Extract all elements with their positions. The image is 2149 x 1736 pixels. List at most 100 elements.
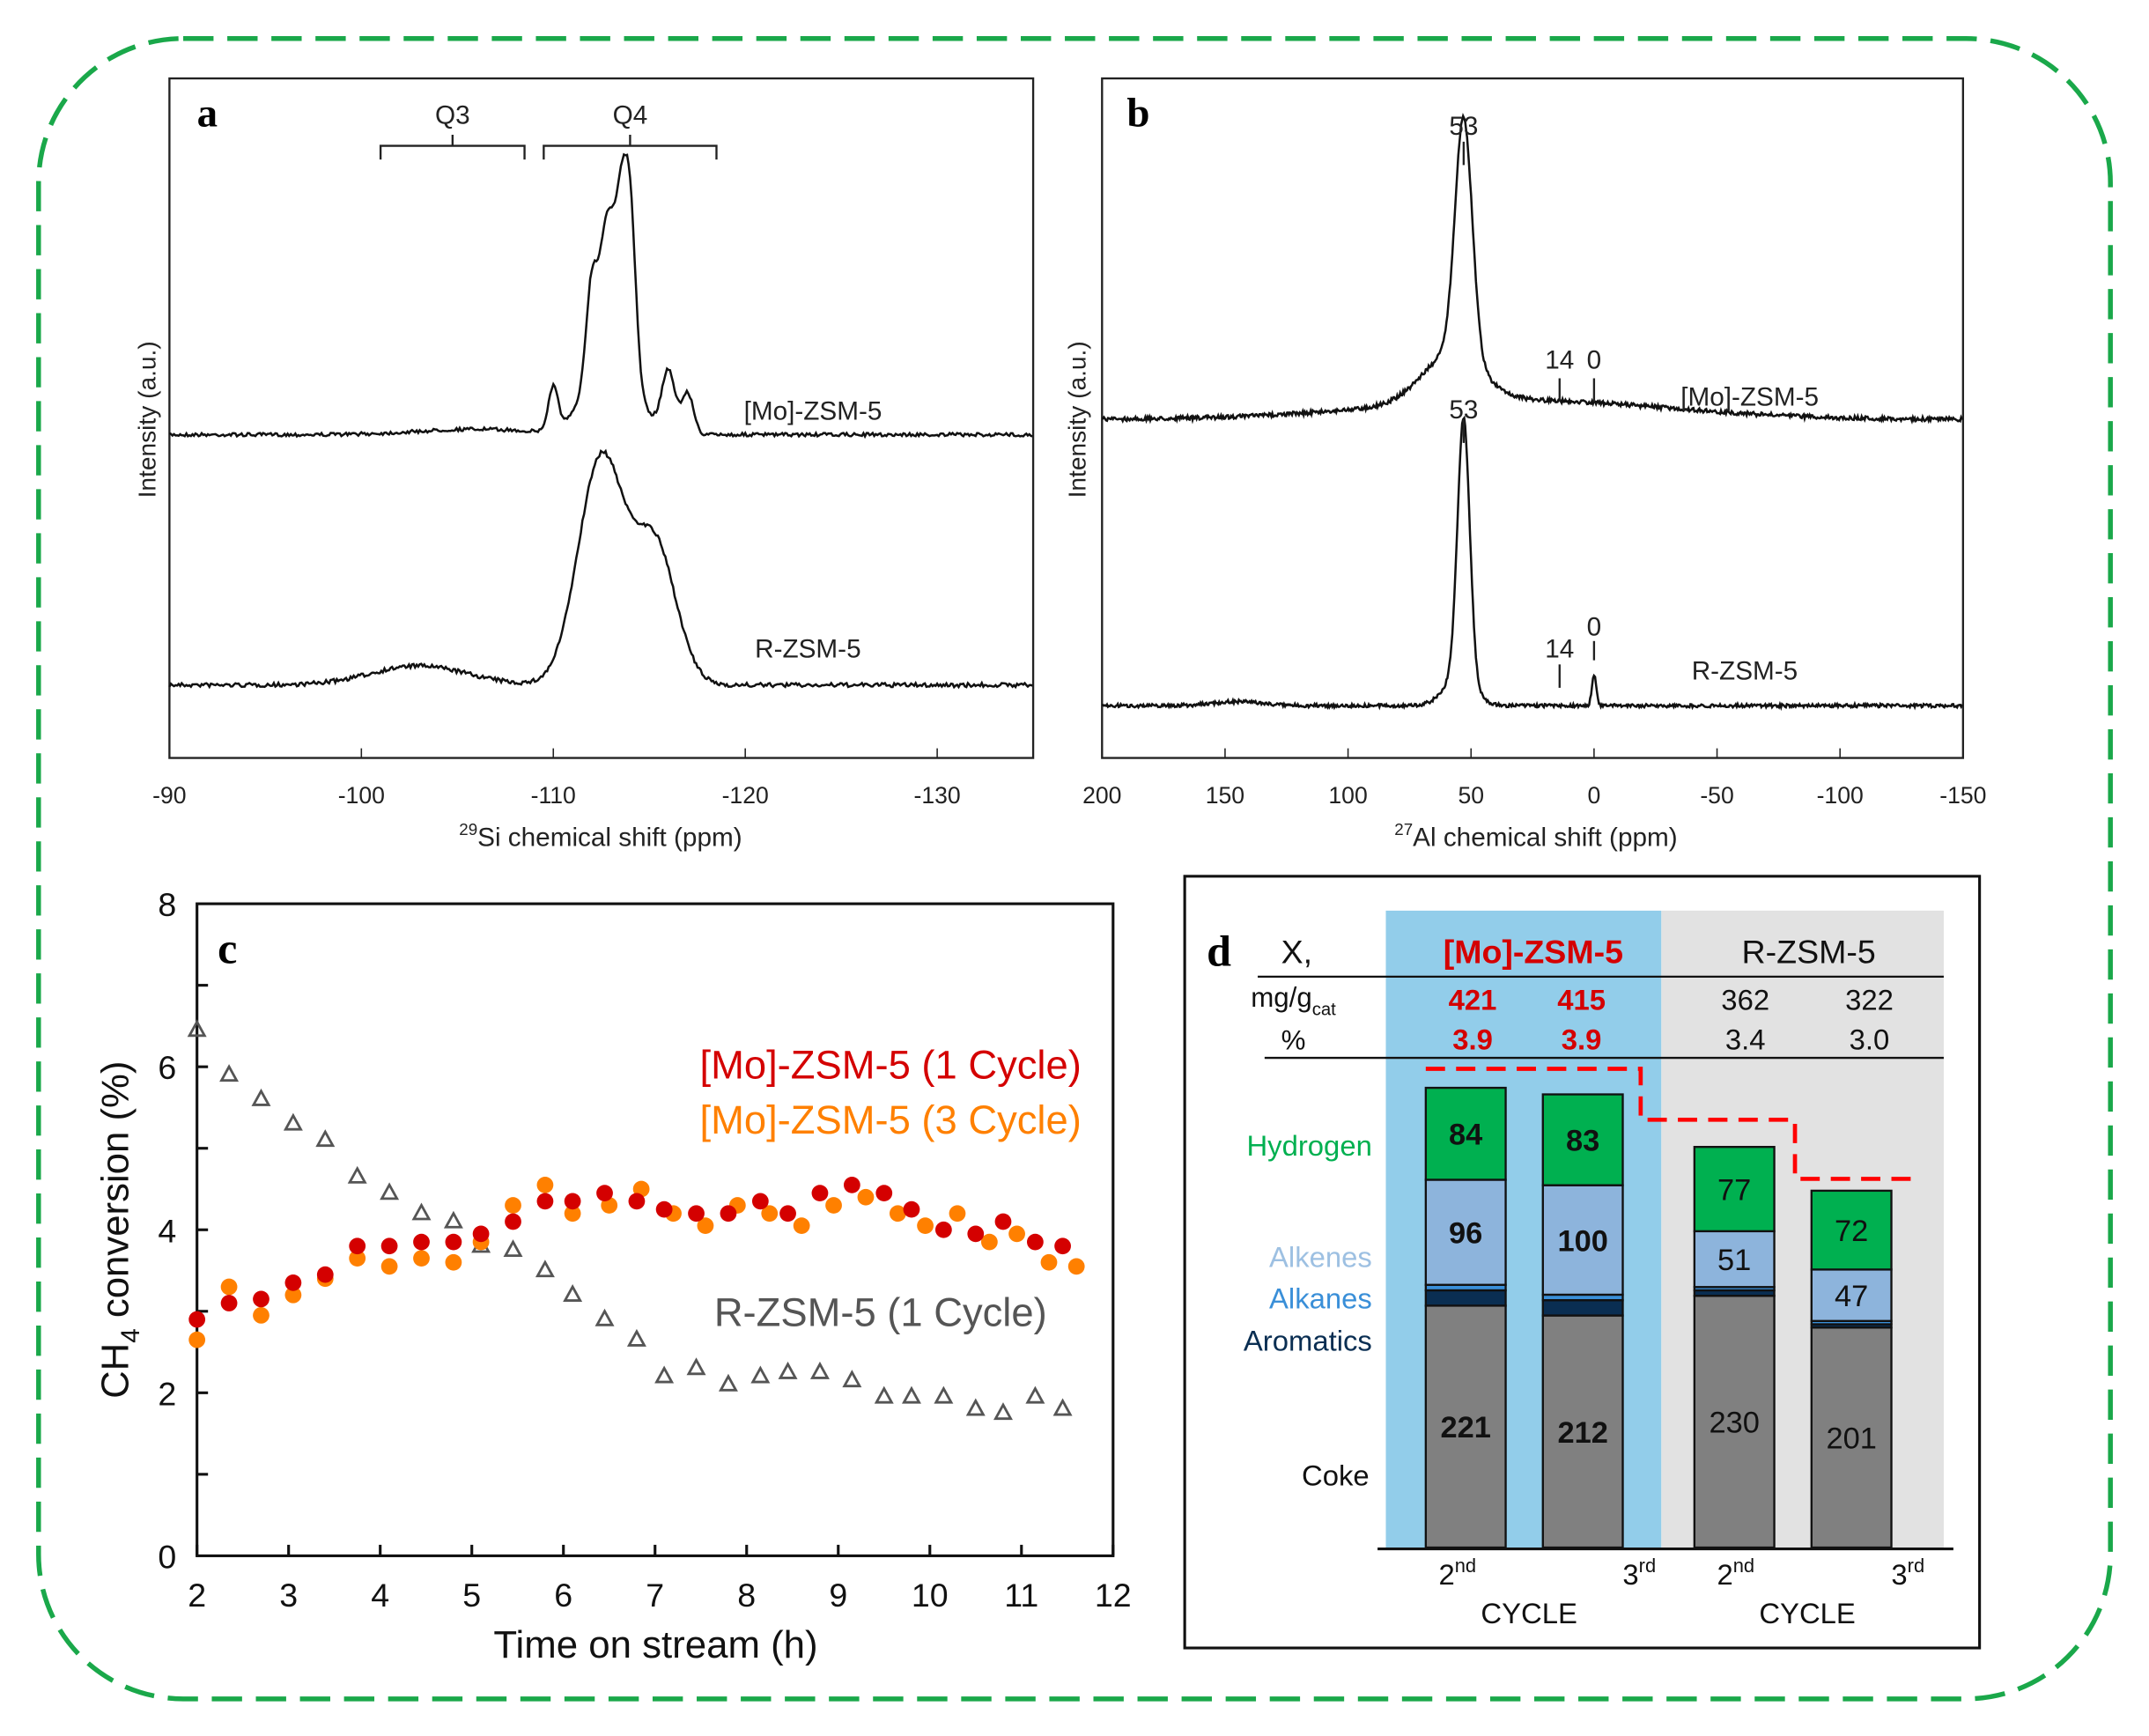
x-tick-label: -130 [914, 782, 961, 809]
legend-mo-1-cycle: [Mo]-ZSM-5 (1 Cycle) [699, 1042, 1081, 1087]
peak-label: 14 [1545, 635, 1574, 664]
data-point-mo-3-cycle [1008, 1225, 1025, 1243]
data-point-mo-1-cycle [967, 1225, 985, 1243]
bar-value-label: 77 [1717, 1174, 1751, 1208]
cycle-number: 2 [1439, 1558, 1455, 1591]
cycle-ordinal: rd [1639, 1555, 1656, 1577]
data-point-r-1-cycle [535, 1260, 555, 1278]
panel-label-b: b [1126, 91, 1149, 137]
cycle-tick-label: 2nd [1439, 1555, 1477, 1591]
data-point-r-1-cycle [934, 1385, 954, 1404]
data-point-mo-1-cycle [934, 1221, 952, 1238]
series-label-mo: [Mo]-ZSM-5 [744, 396, 882, 425]
bar-value-label: 47 [1835, 1280, 1868, 1313]
data-point-r-1-cycle [965, 1398, 986, 1416]
bar-value-label: 84 [1449, 1119, 1482, 1152]
data-point-mo-3-cycle [284, 1286, 302, 1304]
x-tick-label: 150 [1206, 782, 1244, 809]
bar-value-label: 201 [1826, 1422, 1876, 1456]
data-point-r-1-cycle [686, 1357, 706, 1376]
x-tick-label: -150 [1939, 782, 1986, 809]
data-point-mo-1-cycle [1054, 1237, 1071, 1255]
conversion-pct-value: 3.4 [1725, 1023, 1766, 1056]
data-point-r-1-cycle [411, 1202, 432, 1221]
data-point-r-1-cycle [347, 1165, 367, 1184]
x-axis-label-mo: CYCLE [1481, 1597, 1577, 1629]
legend-aromatics: Aromatics [1244, 1325, 1372, 1357]
data-point-mo-1-cycle [628, 1193, 646, 1210]
x-tick-label: 3 [279, 1577, 298, 1614]
data-point-mo-1-cycle [751, 1193, 769, 1210]
bar-segment-coke [1541, 1314, 1624, 1549]
data-point-mo-3-cycle [253, 1307, 270, 1324]
data-point-mo-1-cycle [349, 1237, 366, 1255]
data-point-mo-1-cycle [253, 1290, 270, 1308]
cycle-number: 3 [1891, 1558, 1907, 1591]
x-tick-label: -120 [722, 782, 769, 809]
bar-segment-aromatics [1541, 1298, 1624, 1317]
panel-a-axes [168, 77, 1035, 759]
x-axis-label-r: CYCLE [1759, 1597, 1856, 1629]
data-point-mo-1-cycle [688, 1205, 705, 1223]
r-zsm5-spectrum [168, 448, 1033, 690]
bar-value-label: 230 [1710, 1407, 1760, 1440]
data-point-mo-3-cycle [1067, 1258, 1085, 1275]
bar-segment-coke [1424, 1304, 1507, 1549]
x-tick-label: 2 [188, 1577, 206, 1614]
data-point-mo-1-cycle [564, 1193, 581, 1210]
conversion-pct-value: 3.9 [1452, 1023, 1493, 1056]
data-point-mo-1-cycle [596, 1185, 613, 1201]
bar-segment-hydrogen [1810, 1189, 1893, 1271]
row-label-mg: mg/gcat [1251, 982, 1336, 1019]
data-point-mo-1-cycle [505, 1213, 521, 1230]
data-point-mo-1-cycle [655, 1200, 673, 1218]
legend-alkenes: Alkenes [1269, 1240, 1372, 1273]
row-label-mg-text: mg/g [1251, 982, 1312, 1013]
panel-label-d: d [1207, 926, 1231, 975]
bar-segment-hydrogen [1693, 1146, 1776, 1233]
bar-segment-alkenes [1424, 1178, 1507, 1286]
data-point-r-1-cycle [503, 1239, 523, 1258]
cycle-tick-label: 3rd [1891, 1555, 1924, 1591]
x-tick-label: -110 [531, 782, 576, 809]
data-point-mo-3-cycle [445, 1253, 462, 1271]
y-axis-label: CH4 conversion (%) [93, 1061, 145, 1399]
x-tick-label: -100 [1817, 782, 1864, 809]
y-label-main: CH [93, 1343, 137, 1399]
series-label-r: R-ZSM-5 [755, 635, 860, 664]
data-point-r-1-cycle [654, 1365, 675, 1384]
data-point-mo-3-cycle [825, 1197, 842, 1214]
panel-b: b 200 150 100 50 0 -50 -100 -150 53 14 0 53 14 0 [Mo… [1063, 77, 1986, 853]
bar-value-label: 221 [1441, 1411, 1491, 1444]
cycle-ordinal: nd [1455, 1555, 1476, 1577]
data-point-r-1-cycle [778, 1361, 798, 1379]
data-point-r-1-cycle [594, 1308, 615, 1326]
panel-d-frame [1183, 875, 1982, 1650]
y-tick-label: 6 [158, 1049, 176, 1086]
y-tick-label: 8 [158, 886, 176, 923]
data-point-mo-1-cycle [1026, 1233, 1044, 1251]
data-point-mo-1-cycle [380, 1237, 398, 1255]
header-x-label: X, [1281, 933, 1312, 970]
row-label-pct: % [1281, 1025, 1306, 1056]
data-point-mo-3-cycle [564, 1205, 581, 1223]
bar-segment-hydrogen [1541, 1093, 1624, 1186]
x-axis-label-sup: 27 [1394, 820, 1413, 838]
data-point-r-1-cycle [563, 1283, 583, 1302]
conversion-trend-dashed-line [1425, 1067, 1916, 1181]
data-point-r-1-cycle [901, 1385, 921, 1404]
y-tick-label: 2 [158, 1375, 176, 1412]
cycle-tick-label: 2nd [1717, 1555, 1754, 1591]
x-axis-label: Time on stream (h) [493, 1623, 817, 1666]
y-axis-label: Intensity (a.u.) [134, 341, 161, 498]
x-axis-label-text: Si chemical shift (ppm) [477, 824, 742, 853]
data-point-mo-1-cycle [472, 1225, 490, 1243]
data-point-r-1-cycle [187, 1019, 207, 1038]
data-point-r-1-cycle [283, 1112, 303, 1131]
bar-segment-aromatics [1424, 1289, 1507, 1307]
bar-value-label: 96 [1449, 1217, 1482, 1251]
panel-label-c: c [218, 923, 237, 972]
data-point-mo-3-cycle [917, 1217, 934, 1234]
data-point-r-1-cycle [1052, 1398, 1073, 1416]
